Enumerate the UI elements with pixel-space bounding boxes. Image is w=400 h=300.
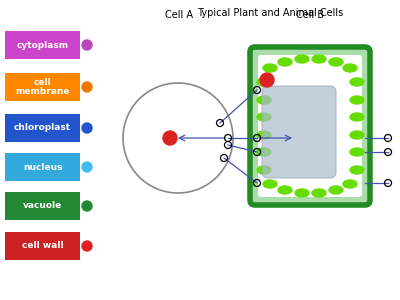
Ellipse shape xyxy=(350,131,364,139)
Ellipse shape xyxy=(312,189,326,197)
Ellipse shape xyxy=(350,113,364,121)
Ellipse shape xyxy=(257,131,271,139)
Text: cytoplasm: cytoplasm xyxy=(16,40,68,50)
Text: Typical Plant and Animal Cells: Typical Plant and Animal Cells xyxy=(197,8,343,18)
Circle shape xyxy=(82,123,92,133)
Text: Cell B: Cell B xyxy=(296,10,324,20)
Text: cell wall: cell wall xyxy=(22,242,63,250)
Text: chloroplast: chloroplast xyxy=(14,124,71,133)
Ellipse shape xyxy=(257,148,271,156)
Ellipse shape xyxy=(257,113,271,121)
Circle shape xyxy=(260,73,274,87)
Text: Cell A: Cell A xyxy=(165,10,193,20)
Ellipse shape xyxy=(343,180,357,188)
Ellipse shape xyxy=(295,189,309,197)
Ellipse shape xyxy=(295,55,309,63)
Circle shape xyxy=(82,40,92,50)
Ellipse shape xyxy=(350,78,364,86)
FancyBboxPatch shape xyxy=(5,153,80,181)
Circle shape xyxy=(82,162,92,172)
Ellipse shape xyxy=(278,58,292,66)
FancyBboxPatch shape xyxy=(250,47,370,205)
Ellipse shape xyxy=(257,78,271,86)
Ellipse shape xyxy=(350,166,364,174)
Text: nucleus: nucleus xyxy=(23,163,62,172)
Ellipse shape xyxy=(257,96,271,104)
FancyBboxPatch shape xyxy=(5,192,80,220)
FancyBboxPatch shape xyxy=(262,86,336,178)
FancyBboxPatch shape xyxy=(5,31,80,59)
Circle shape xyxy=(163,131,177,145)
Ellipse shape xyxy=(263,180,277,188)
Circle shape xyxy=(82,241,92,251)
Ellipse shape xyxy=(329,58,343,66)
Ellipse shape xyxy=(350,96,364,104)
Ellipse shape xyxy=(312,55,326,63)
Circle shape xyxy=(82,82,92,92)
Ellipse shape xyxy=(257,166,271,174)
FancyBboxPatch shape xyxy=(5,73,80,101)
Ellipse shape xyxy=(263,64,277,72)
Ellipse shape xyxy=(278,186,292,194)
FancyBboxPatch shape xyxy=(5,114,80,142)
FancyBboxPatch shape xyxy=(258,55,362,197)
Ellipse shape xyxy=(350,148,364,156)
Ellipse shape xyxy=(343,64,357,72)
FancyBboxPatch shape xyxy=(5,232,80,260)
Ellipse shape xyxy=(329,186,343,194)
Circle shape xyxy=(82,201,92,211)
Text: cell
membrane: cell membrane xyxy=(15,78,70,96)
Text: vacuole: vacuole xyxy=(23,202,62,211)
